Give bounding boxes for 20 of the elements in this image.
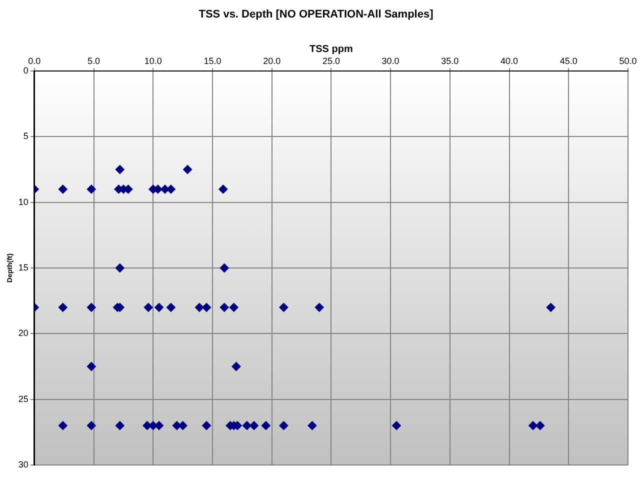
x-tick-label: 40.0 xyxy=(500,56,518,66)
y-tick-label: 30 xyxy=(18,459,28,470)
y-tick-label: 20 xyxy=(18,328,28,338)
x-tick-label: 20.0 xyxy=(263,56,281,66)
y-tick-label: 0 xyxy=(23,65,28,76)
x-tick-label: 25.0 xyxy=(322,56,340,66)
x-tick-label: 45.0 xyxy=(560,56,578,66)
y-tick-label: 10 xyxy=(18,196,28,207)
x-tick-label: 0.0 xyxy=(28,56,41,66)
x-tick-label: 30.0 xyxy=(382,56,400,66)
y-tick-label: 15 xyxy=(18,262,28,272)
y-tick-label: 5 xyxy=(23,131,28,142)
chart-title: TSS vs. Depth [NO OPERATION-All Samples] xyxy=(198,8,434,21)
x-tick-label: 35.0 xyxy=(441,56,459,66)
x-tick-label: 15.0 xyxy=(204,56,222,66)
x-tick-label: 50.0 xyxy=(619,56,637,66)
y-tick-label: 25 xyxy=(18,394,28,404)
x-tick-label: 5.0 xyxy=(88,56,100,66)
x-axis-title: TSS ppm xyxy=(310,44,353,55)
x-tick-label: 10.0 xyxy=(144,56,162,66)
